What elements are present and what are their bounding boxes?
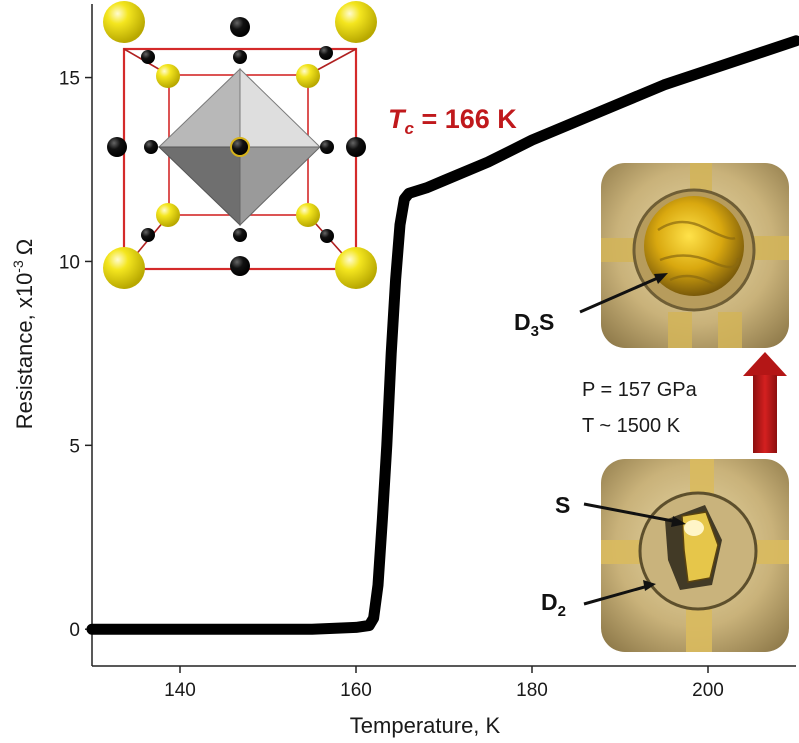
- sulfur-atom: [296, 64, 320, 88]
- deuterium-atom: [107, 137, 127, 157]
- sulfur-atom: [335, 1, 377, 43]
- temperature-label: T ~ 1500 K: [582, 415, 681, 437]
- deuterium-atom: [320, 140, 334, 154]
- x-tick-label: 180: [516, 680, 548, 701]
- arrow-shaft: [753, 375, 777, 453]
- deuterium-atom: [230, 17, 250, 37]
- sulfur-atom: [335, 247, 377, 289]
- electrode-lead: [718, 312, 742, 348]
- electrode-lead: [668, 312, 692, 348]
- synthesis-arrow: [743, 352, 787, 453]
- y-tick-label: 5: [69, 436, 80, 457]
- label-s: S: [555, 492, 570, 518]
- label-d3s-tail: S: [539, 309, 554, 335]
- sulfur-atom: [156, 203, 180, 227]
- label-d2-subscript: 2: [558, 603, 566, 620]
- deuterium-atom: [230, 256, 250, 276]
- deuterium-atom: [144, 140, 158, 154]
- deuterium-atom: [319, 46, 333, 60]
- sulfur-atom: [296, 203, 320, 227]
- deuterium-atom: [141, 228, 155, 242]
- deuterium-atom: [346, 137, 366, 157]
- sample-d3s: [644, 196, 744, 296]
- sulfur-atom: [156, 64, 180, 88]
- label-d2: D2: [541, 589, 566, 620]
- crystal-structure-inset: [103, 1, 377, 289]
- tc-value: = 166 K: [414, 104, 517, 134]
- curve-layer: [86, 35, 799, 635]
- sample-texture: [657, 220, 740, 287]
- label-d3s-subscript: 3: [531, 323, 539, 340]
- tc-annotation: Tc = 166 K: [388, 104, 517, 138]
- pointer-line-s: [583, 502, 679, 524]
- pointer-line-d3s: [579, 275, 661, 314]
- pointer-head-d2: [643, 580, 656, 591]
- deuterium-atom: [233, 228, 247, 242]
- resistance-curve: [86, 35, 799, 635]
- pointer-line-d2: [583, 584, 649, 606]
- deuterium-atom: [141, 50, 155, 64]
- tick-marks: 140 160 180 200 0 5 10 15: [59, 69, 724, 701]
- y-axis-title: Resistance, x10-3 Ω: [10, 239, 37, 429]
- y-axis-title-unit: Ω: [12, 239, 37, 255]
- arrow-head: [743, 352, 787, 376]
- tc-symbol: T: [388, 104, 407, 134]
- y-tick-label: 15: [59, 69, 80, 90]
- y-tick-label: 0: [69, 620, 80, 641]
- deuterium-atom: [233, 50, 247, 64]
- sample-sulfur-highlight: [684, 520, 704, 536]
- label-d3s-main: D: [514, 309, 531, 335]
- x-tick-label: 160: [340, 680, 372, 701]
- pressure-label: P = 157 GPa: [582, 379, 698, 401]
- pointer-head-s: [671, 516, 686, 527]
- deuterium-atom: [320, 229, 334, 243]
- y-axis-title-main: Resistance, x10: [12, 273, 37, 430]
- axes: 140 160 180 200 0 5 10 15: [59, 4, 796, 701]
- label-d2-main: D: [541, 589, 558, 615]
- sulfur-atom: [103, 247, 145, 289]
- x-tick-label: 140: [164, 680, 196, 701]
- x-axis-title: Temperature, K: [350, 713, 501, 738]
- sulfur-atom: [103, 1, 145, 43]
- photo-after-synthesis: [601, 163, 789, 348]
- octahedron-face: [239, 146, 322, 227]
- y-tick-label: 10: [59, 252, 80, 273]
- label-d3s: D3S: [514, 309, 554, 340]
- photo-before-synthesis: [601, 459, 789, 652]
- x-tick-label: 200: [692, 680, 724, 701]
- tc-subscript: c: [405, 119, 415, 138]
- pointer-head-d3s: [654, 273, 668, 284]
- electrode-lead: [690, 163, 712, 195]
- y-axis-title-exponent: -3: [10, 260, 26, 273]
- deuterium-atom: [230, 137, 250, 157]
